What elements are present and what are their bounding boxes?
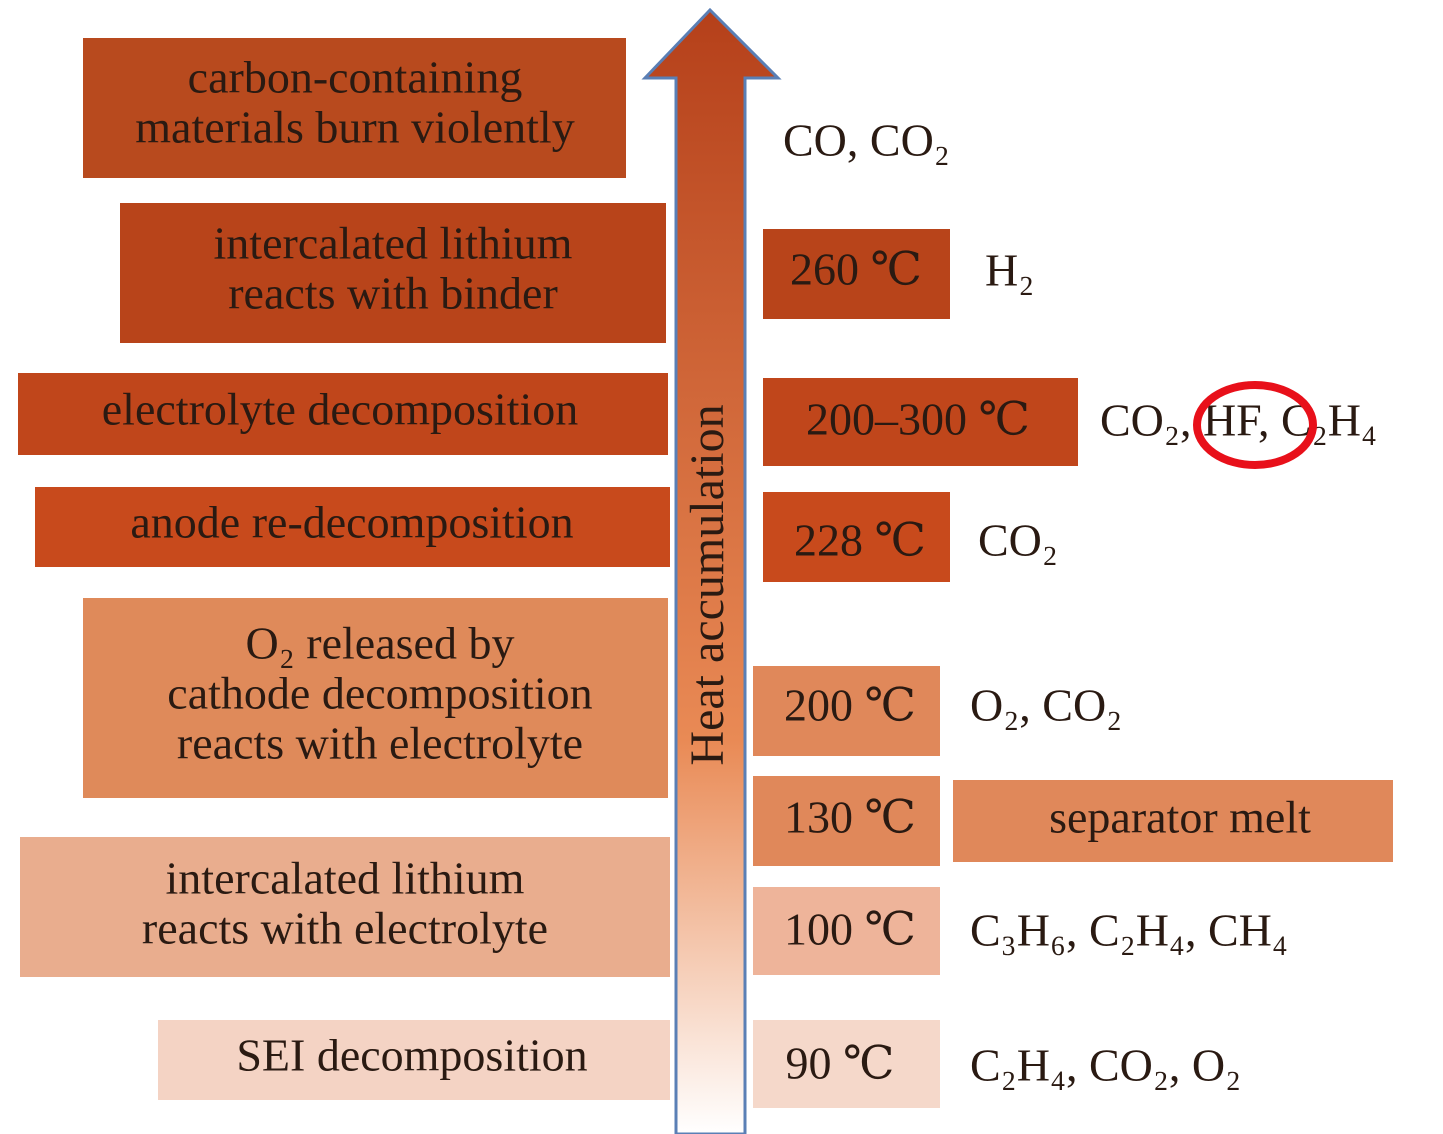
temp-text: 228 ℃ [794, 515, 926, 566]
temp-box [763, 378, 1078, 466]
stage-text: reacts with electrolyte [142, 903, 548, 954]
temp-box [763, 229, 950, 319]
gas-text: CO, CO₂ [783, 115, 950, 166]
temp-text: 90 ℃ [786, 1038, 895, 1089]
stage-text: materials burn violently [135, 102, 574, 153]
stage-text: reacts with binder [228, 268, 558, 319]
stage-text: reacts with electrolyte [177, 718, 583, 769]
gas-text: C₃H₆, C₂H₄, CH₄ [970, 905, 1288, 956]
stage-box [20, 837, 670, 977]
gas-text: CO₂ [978, 515, 1058, 566]
temp-text: 200–300 ℃ [806, 394, 1030, 445]
gases: CO, CO₂ H₂ CO₂, HF, C₂H₄ CO₂ O₂, CO₂ sep… [783, 115, 1393, 1091]
gas-text: O₂, CO₂ [970, 680, 1122, 731]
stage-text: O₂ released by [246, 618, 515, 669]
temp-text: 260 ℃ [790, 244, 922, 295]
temp-box [753, 1020, 940, 1108]
separator-text: separator melt [1049, 792, 1311, 843]
gas-text: C₂H₄, CO₂, O₂ [970, 1040, 1241, 1091]
arrow-label: Heat accumulation [681, 404, 734, 765]
stage-text: anode re-decomposition [130, 497, 573, 548]
stage-box [83, 598, 668, 798]
temp-box [753, 887, 940, 975]
separator-box [953, 780, 1393, 862]
highlight-circle [1193, 381, 1317, 469]
temp-box [753, 776, 940, 866]
gas-text: H₂ [985, 245, 1034, 296]
stage-text: carbon-containing [188, 52, 523, 103]
heat-arrow [641, 7, 782, 1134]
temp-box [753, 666, 940, 756]
stage-text: electrolyte decomposition [102, 384, 578, 435]
stage-text: SEI decomposition [236, 1030, 587, 1081]
stage-text: cathode decomposition [167, 668, 592, 719]
stage-box [120, 203, 666, 343]
stage-box [35, 487, 670, 567]
temp-text: 200 ℃ [784, 680, 916, 731]
stage-text: intercalated lithium [166, 853, 525, 904]
temp-text: 130 ℃ [784, 792, 916, 843]
stage-text: intercalated lithium [214, 218, 573, 269]
stages: carbon-containing materials burn violent… [18, 38, 670, 1100]
stage-box [158, 1020, 670, 1100]
temperatures: 260 ℃ 200–300 ℃ 228 ℃ 200 ℃ 130 ℃ 100 ℃ … [753, 229, 1078, 1108]
temp-box [763, 492, 950, 582]
stage-box [18, 373, 668, 455]
gas-text: CO₂, HF, C₂H₄ [1100, 395, 1377, 446]
temp-text: 100 ℃ [784, 904, 916, 955]
stage-box [83, 38, 626, 178]
